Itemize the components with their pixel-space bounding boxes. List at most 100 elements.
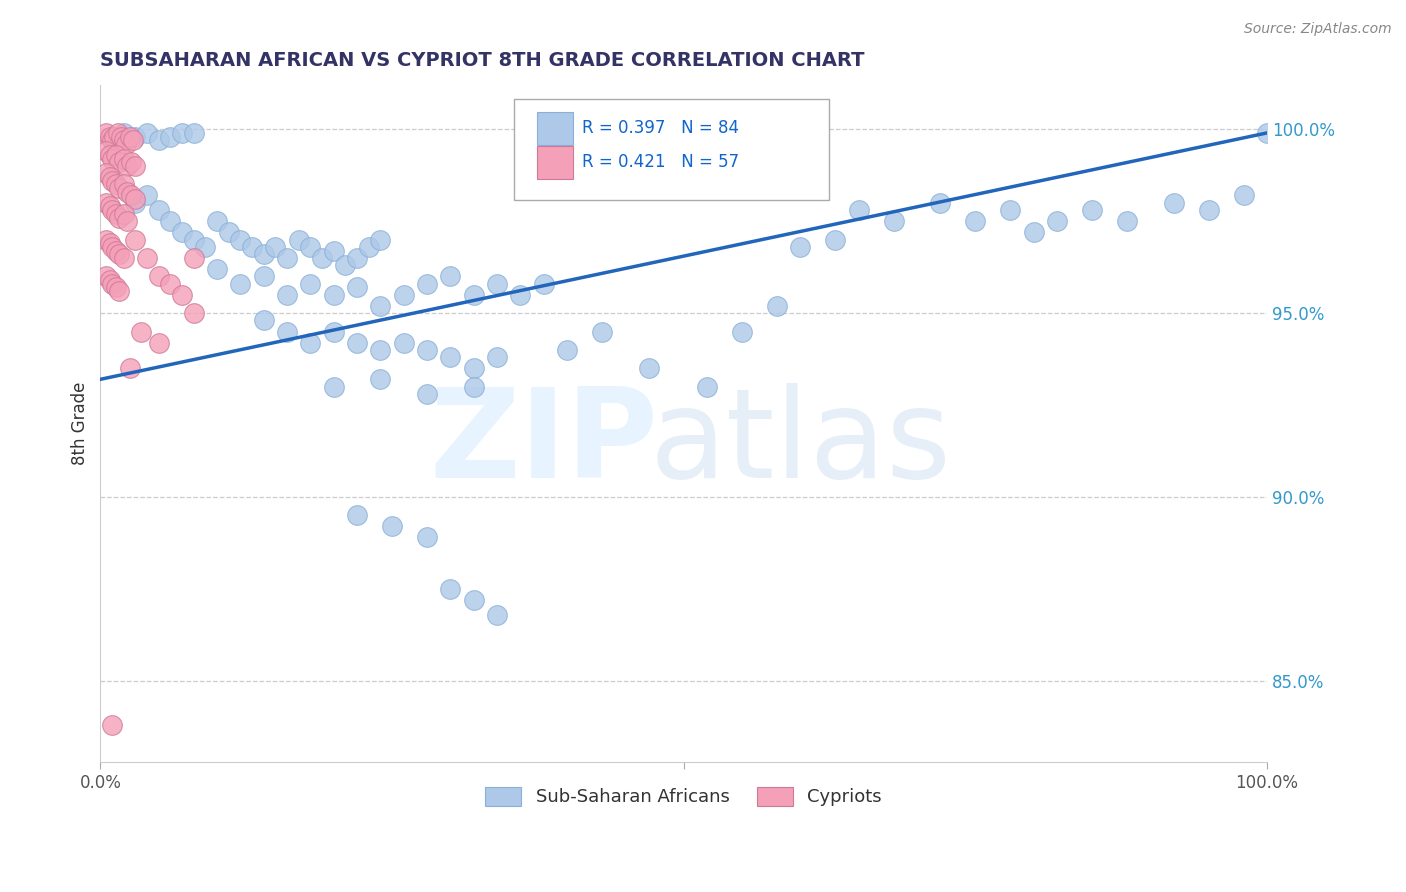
Point bbox=[276, 251, 298, 265]
Point bbox=[101, 133, 124, 147]
Point bbox=[533, 277, 555, 291]
Point bbox=[98, 129, 121, 144]
Y-axis label: 8th Grade: 8th Grade bbox=[72, 382, 89, 465]
Point bbox=[101, 277, 124, 291]
Point bbox=[276, 325, 298, 339]
Point bbox=[98, 148, 121, 162]
Point bbox=[368, 299, 391, 313]
Point bbox=[789, 240, 811, 254]
Point bbox=[115, 159, 138, 173]
Point bbox=[357, 240, 380, 254]
Point bbox=[463, 379, 485, 393]
Point bbox=[118, 361, 141, 376]
Point bbox=[485, 277, 508, 291]
Point bbox=[696, 379, 718, 393]
Point bbox=[218, 225, 240, 239]
Point bbox=[322, 287, 344, 301]
Point bbox=[115, 136, 138, 151]
Point bbox=[148, 133, 170, 147]
Point bbox=[104, 148, 127, 162]
Point bbox=[98, 199, 121, 213]
Point bbox=[368, 233, 391, 247]
Point bbox=[591, 325, 613, 339]
Point bbox=[108, 284, 131, 298]
Point bbox=[112, 251, 135, 265]
Point bbox=[136, 188, 159, 202]
Point bbox=[555, 343, 578, 357]
Point bbox=[98, 236, 121, 251]
Point bbox=[122, 133, 145, 147]
Point bbox=[253, 247, 276, 261]
Point bbox=[115, 185, 138, 199]
Point bbox=[98, 169, 121, 184]
Point bbox=[108, 247, 131, 261]
Point bbox=[112, 133, 135, 147]
Point bbox=[183, 126, 205, 140]
Point bbox=[368, 372, 391, 386]
Point bbox=[120, 155, 142, 169]
Point bbox=[1256, 126, 1278, 140]
Point bbox=[731, 325, 754, 339]
Point bbox=[148, 203, 170, 218]
Point bbox=[439, 269, 461, 284]
Point bbox=[1000, 203, 1022, 218]
Text: R = 0.397   N = 84: R = 0.397 N = 84 bbox=[582, 120, 740, 137]
Point bbox=[1081, 203, 1104, 218]
Point bbox=[96, 269, 118, 284]
Point bbox=[883, 214, 905, 228]
Point bbox=[170, 287, 193, 301]
Point bbox=[322, 379, 344, 393]
Point bbox=[148, 269, 170, 284]
Point bbox=[368, 343, 391, 357]
Point bbox=[637, 361, 659, 376]
Point bbox=[322, 325, 344, 339]
Point bbox=[1232, 188, 1254, 202]
Point bbox=[229, 277, 252, 291]
Point bbox=[104, 280, 127, 294]
Point bbox=[96, 195, 118, 210]
Point bbox=[276, 287, 298, 301]
Point bbox=[766, 299, 789, 313]
Point bbox=[416, 277, 439, 291]
Point bbox=[322, 244, 344, 258]
FancyBboxPatch shape bbox=[537, 146, 572, 178]
Point bbox=[101, 152, 124, 166]
Point bbox=[108, 211, 131, 225]
Point bbox=[98, 273, 121, 287]
Point bbox=[485, 351, 508, 365]
Point bbox=[104, 244, 127, 258]
Point bbox=[124, 192, 146, 206]
Point bbox=[112, 207, 135, 221]
Text: Source: ZipAtlas.com: Source: ZipAtlas.com bbox=[1244, 22, 1392, 37]
Text: atlas: atlas bbox=[650, 384, 952, 504]
Point bbox=[346, 280, 368, 294]
Point bbox=[183, 306, 205, 320]
Point bbox=[129, 325, 152, 339]
Point bbox=[115, 214, 138, 228]
Point bbox=[509, 287, 531, 301]
Point bbox=[104, 207, 127, 221]
Point bbox=[311, 251, 333, 265]
Point bbox=[335, 258, 357, 272]
Point bbox=[118, 129, 141, 144]
Point bbox=[112, 152, 135, 166]
Point bbox=[205, 262, 228, 277]
Point bbox=[124, 233, 146, 247]
Point bbox=[96, 233, 118, 247]
Point bbox=[299, 335, 322, 350]
Point bbox=[170, 225, 193, 239]
FancyBboxPatch shape bbox=[515, 99, 830, 200]
Point bbox=[346, 335, 368, 350]
Point bbox=[346, 251, 368, 265]
Point bbox=[159, 277, 181, 291]
FancyBboxPatch shape bbox=[537, 112, 572, 145]
Point bbox=[240, 240, 263, 254]
Point bbox=[463, 287, 485, 301]
Point bbox=[416, 531, 439, 545]
Point bbox=[112, 126, 135, 140]
Point bbox=[392, 335, 415, 350]
Point bbox=[253, 313, 276, 327]
Point bbox=[229, 233, 252, 247]
Point bbox=[299, 240, 322, 254]
Point bbox=[965, 214, 987, 228]
